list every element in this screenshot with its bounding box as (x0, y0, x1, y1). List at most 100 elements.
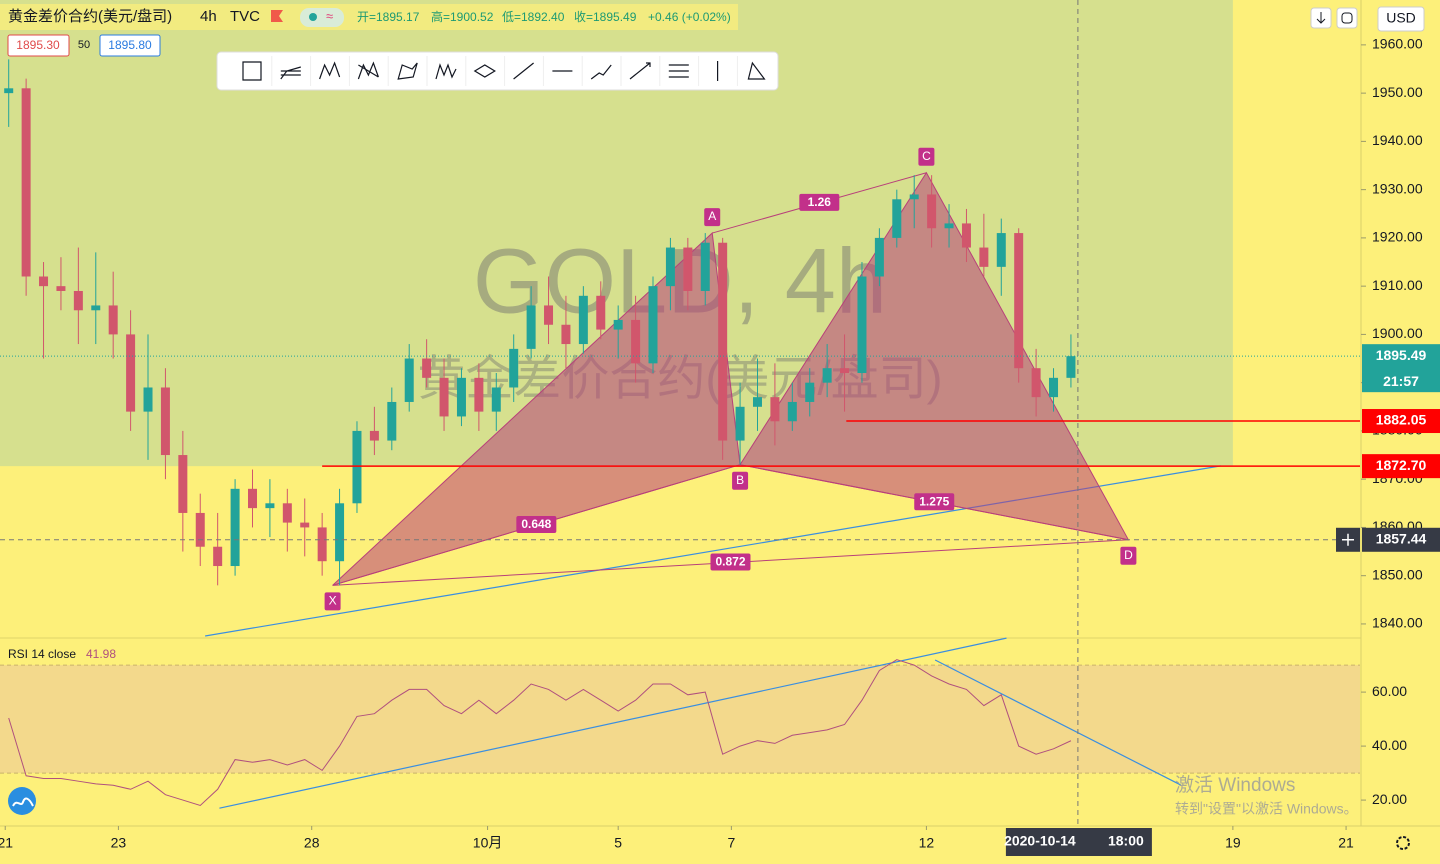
ohlc-value: 高=1900.52 (431, 9, 494, 24)
x-tick-label: 19 (1225, 835, 1241, 851)
candle-body (265, 503, 275, 509)
candle-body (857, 276, 867, 374)
toolbar-icon[interactable] (435, 63, 457, 80)
ratio-label: 1.26 (808, 195, 832, 209)
candle-body (787, 401, 797, 422)
pattern-point-box (704, 208, 721, 227)
logo-mark (12, 797, 34, 807)
x-tick-label: 5 (614, 835, 622, 851)
candle-body (230, 488, 240, 567)
ohlc-value: 收=1895.49 (574, 10, 637, 24)
toolbar-icon[interactable] (319, 61, 341, 80)
toolbar-icon[interactable] (747, 61, 766, 80)
scroll-icon[interactable] (1316, 12, 1326, 24)
candle-body (143, 387, 153, 412)
candle-body (1066, 356, 1076, 378)
pattern-point-box (918, 147, 935, 166)
toolbar-icon[interactable] (280, 66, 301, 80)
candle-body (439, 377, 449, 417)
toolbar-icon[interactable] (513, 62, 534, 80)
candle-body (282, 503, 292, 523)
reset-icon[interactable] (1341, 12, 1353, 24)
symbol-title[interactable]: 黄金差价合约(美元/盘司) (8, 7, 172, 25)
price-label: 1872.70 (1376, 457, 1427, 473)
toolbar-icon[interactable] (473, 64, 496, 78)
logo[interactable] (8, 787, 36, 815)
flag-icon[interactable] (271, 10, 283, 22)
drawing-toolbar (216, 51, 779, 91)
candle-body (178, 455, 188, 513)
candle-body (108, 305, 118, 335)
candle-body (335, 503, 345, 562)
toolbar-icon[interactable] (397, 62, 418, 80)
pattern-point-label: B (736, 473, 744, 487)
toolbar-icon[interactable] (590, 64, 612, 80)
pattern-point-label: X (329, 594, 337, 608)
currency-box[interactable] (1377, 6, 1425, 32)
spread: 50 (78, 39, 90, 51)
currency: USD (1386, 10, 1416, 26)
toolbar-icon[interactable] (668, 64, 689, 78)
rsi-value: 41.98 (86, 647, 116, 661)
x-tick-label: 21 (0, 835, 13, 851)
candle-body (509, 348, 519, 388)
price-label-box (1362, 409, 1440, 434)
add-icon[interactable] (1342, 533, 1354, 546)
crosshair-time: 18:00 (1108, 833, 1144, 849)
current-price-label: 1895.49 (1376, 347, 1427, 363)
settings-icon[interactable] (1396, 836, 1410, 850)
candle-body (213, 546, 223, 567)
interval[interactable]: 4h (200, 8, 217, 25)
y-tick-label: 1850.00 (1372, 566, 1423, 582)
toolbar-icon[interactable] (357, 61, 379, 80)
candle-body (927, 194, 937, 229)
rsi-label: RSI 14 close (8, 647, 76, 661)
candle-body (648, 286, 658, 364)
candle-body (718, 242, 728, 441)
candle-body (613, 319, 623, 330)
toolbar-icon[interactable] (629, 62, 651, 80)
current-price-box (1362, 344, 1440, 393)
pattern-point-box (324, 592, 341, 611)
price-label-box (1362, 454, 1440, 479)
candle-body (544, 305, 554, 325)
candle-body (700, 242, 710, 291)
ratio-label: 0.872 (715, 555, 745, 569)
candle-body (456, 377, 466, 417)
toolbar-icon[interactable] (242, 61, 262, 81)
candle-body (300, 522, 310, 528)
pattern-point-box (1120, 546, 1137, 565)
ask-box (99, 34, 161, 57)
pattern-point-label: A (708, 209, 716, 223)
rsi-band (0, 665, 1360, 774)
x-tick-label: 7 (727, 835, 735, 851)
bid-box (7, 34, 70, 57)
candle-body (561, 324, 571, 345)
rsi-trend-line (219, 637, 1007, 809)
reset-button[interactable] (1336, 7, 1358, 29)
candle-body (909, 194, 919, 200)
candle-body (4, 88, 14, 94)
os-watermark: 激活 Windows (1175, 774, 1295, 796)
candle-body (1031, 368, 1041, 398)
candle-body (805, 382, 815, 402)
candle-body (1049, 377, 1059, 398)
candle-body (160, 387, 170, 456)
x-tick-label: 28 (304, 835, 320, 851)
candle-body (404, 358, 414, 402)
rsi-line (8, 659, 1072, 807)
candle-body (317, 527, 327, 562)
crosshair-y-box (1362, 527, 1440, 552)
source: TVC (230, 8, 260, 25)
status-wave: ≈ (326, 8, 333, 23)
candle-body (247, 488, 257, 509)
candle-body (474, 377, 484, 412)
price-label: 1882.05 (1376, 412, 1427, 428)
crosshair-x-box (1005, 828, 1152, 856)
candle-body (631, 319, 641, 364)
candle-body (665, 247, 675, 287)
y-tick-label: 1900.00 (1372, 325, 1423, 341)
header-bg (0, 4, 738, 30)
bid: 1895.30 (16, 38, 60, 52)
